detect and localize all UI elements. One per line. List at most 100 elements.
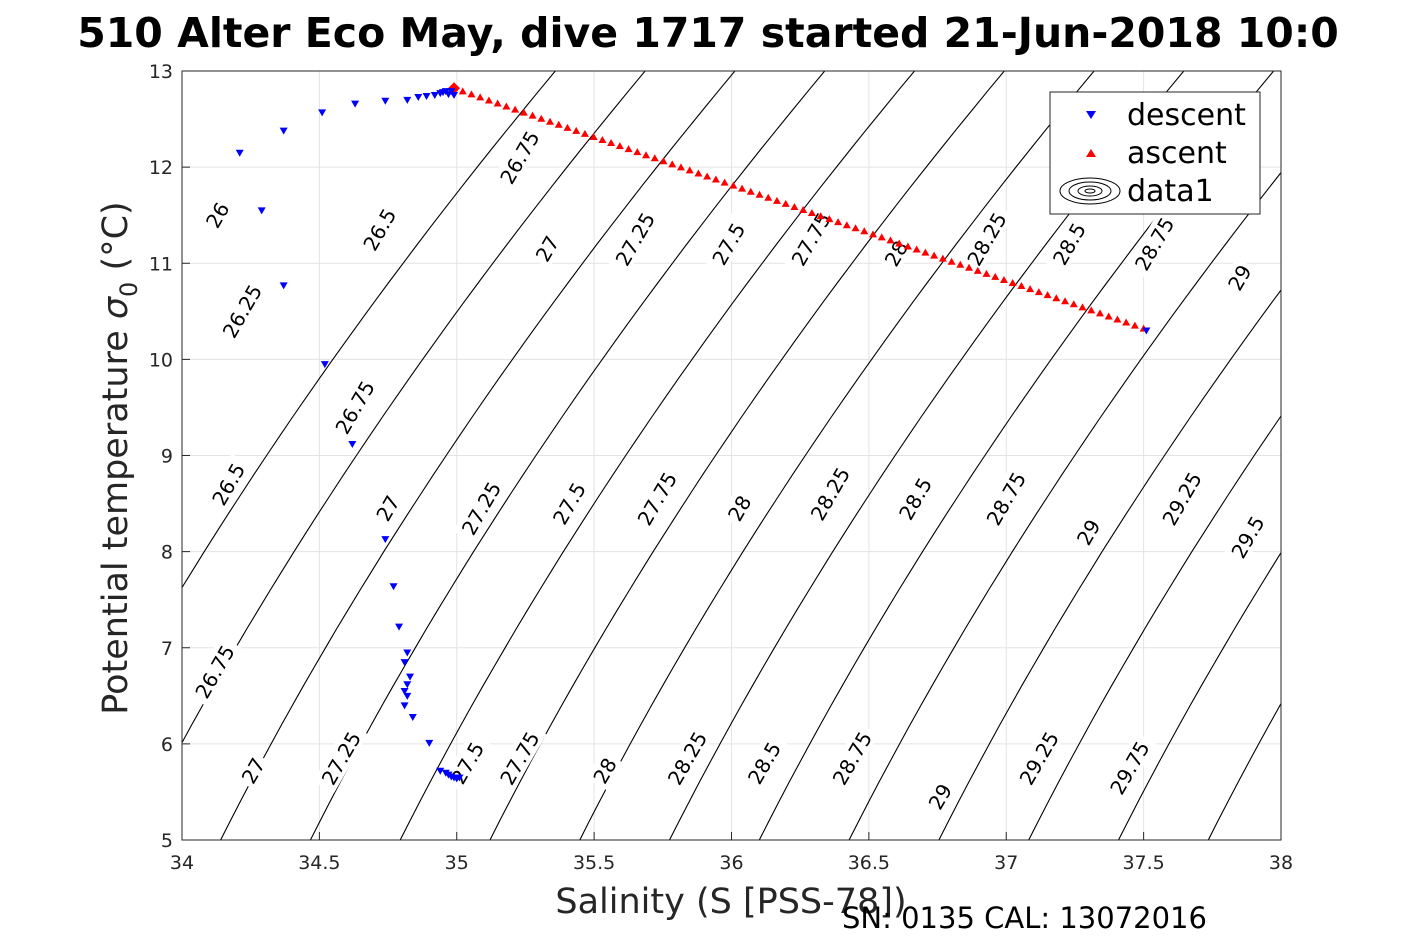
descent-point (320, 361, 329, 369)
ascent-point (711, 175, 720, 183)
ascent-point (1104, 312, 1113, 320)
contour-label-bg (958, 203, 1014, 275)
ascent-point (938, 254, 947, 262)
legend-ascent-marker (1086, 149, 1096, 157)
ascent-point (842, 221, 851, 229)
ascent-point (886, 236, 895, 244)
contour-label-bg (877, 233, 914, 273)
ascent-point (825, 215, 834, 223)
legend-entry-ascent: ascent (1086, 136, 1227, 171)
isopycnal-line (1118, 551, 1281, 840)
legend-ascent-label: ascent (1127, 136, 1227, 171)
ascent-point (703, 172, 712, 180)
y-tick-label: 7 (161, 638, 173, 660)
y-tick-label: 10 (149, 349, 173, 371)
isopycnal-line (182, 71, 646, 744)
isopycnal-line (579, 71, 1095, 840)
ascent-point (519, 108, 528, 116)
ascent-point (999, 275, 1008, 283)
x-tick-label: 34 (170, 852, 194, 874)
y-axis-ticks: 5 6 7 8 9 10 11 12 13 (149, 61, 190, 852)
descent-point (395, 623, 404, 631)
contour-label-group: 29 (1069, 512, 1107, 552)
ascent-point (1052, 294, 1061, 302)
isopycnal-line (489, 71, 1005, 840)
contour-label-bg (1222, 506, 1272, 567)
descent-point (450, 92, 459, 100)
ascent-point (912, 245, 921, 253)
legend-descent-marker (1086, 111, 1096, 119)
ascent-point (537, 114, 546, 122)
ascent-point (921, 248, 930, 256)
descent-point (408, 713, 417, 721)
ascent-point (1095, 309, 1104, 317)
chart-title: 510 Alter Eco May, dive 1717 started 21-… (77, 9, 1339, 57)
contour-label-bg (1220, 257, 1258, 298)
ascent-point (781, 199, 790, 207)
ascent-point (816, 212, 825, 220)
legend-box (1049, 91, 1261, 215)
contour-label-bg (782, 203, 838, 275)
descent-point (403, 692, 412, 700)
contour-label-bg (234, 750, 271, 791)
ascent-point (772, 196, 781, 204)
contour-label-bg (978, 462, 1033, 534)
ascent-point (572, 126, 581, 134)
isopycnal-line (309, 71, 826, 840)
ascent-point (729, 181, 738, 189)
ascent-point (694, 169, 703, 177)
contour-label-bg (629, 462, 684, 534)
ascent-point (1017, 282, 1026, 290)
ascent-point (685, 166, 694, 174)
descent-point (257, 207, 266, 215)
contour-label-bg (313, 722, 368, 794)
ascent-point (1078, 303, 1087, 311)
ascent-point (834, 218, 843, 226)
ascent-point (668, 160, 677, 168)
ascent-point (851, 224, 860, 232)
ascent-point (903, 242, 912, 250)
ascent-point (554, 120, 563, 128)
descent-point (400, 702, 409, 710)
ascent-point (650, 154, 659, 162)
contour-label-bg (354, 198, 404, 260)
ascent-point (895, 239, 904, 247)
isopycnal-line (182, 71, 556, 589)
x-tick-label: 36 (719, 852, 743, 874)
ascent-point (615, 142, 624, 150)
x-tick-label: 38 (1269, 852, 1293, 874)
x-tick-label: 34.5 (298, 852, 340, 874)
ascent-point (624, 145, 633, 153)
ascent-point (1043, 291, 1052, 299)
x-tick-label: 37.5 (1122, 852, 1164, 874)
y-tick-label: 6 (161, 734, 173, 756)
contour-label-bg (198, 194, 236, 235)
y-tick-label: 9 (161, 446, 173, 468)
x-tick-label: 35 (445, 852, 469, 874)
contour-label-bg (203, 453, 253, 515)
contour-label-bg (1101, 731, 1157, 803)
descent-point (348, 440, 357, 448)
y-tick-label: 11 (149, 253, 173, 275)
descent-point (403, 96, 412, 104)
ascent-point (965, 263, 974, 271)
contour-label-bg (368, 488, 406, 528)
descent-point (400, 688, 409, 696)
y-axis-label-unit: (°C) (96, 201, 136, 281)
contour-label-bg (1069, 512, 1107, 552)
y-axis-label-subscript: 0 (115, 282, 143, 297)
descent-point (447, 88, 456, 96)
descent-point (436, 767, 445, 775)
ascent-point (642, 151, 651, 159)
y-tick-label: 5 (161, 830, 173, 852)
ascent-point (764, 193, 773, 201)
legend-entry-data1: data1 (1059, 174, 1214, 209)
ascent-point (982, 269, 991, 277)
contour-label-bg (453, 472, 509, 544)
descent-point (400, 659, 409, 667)
ascent-point (484, 96, 493, 104)
contour-label-bg (544, 472, 593, 534)
ascent-point (930, 251, 939, 259)
isopycnal-line (399, 71, 915, 840)
ascent-point (991, 272, 1000, 280)
